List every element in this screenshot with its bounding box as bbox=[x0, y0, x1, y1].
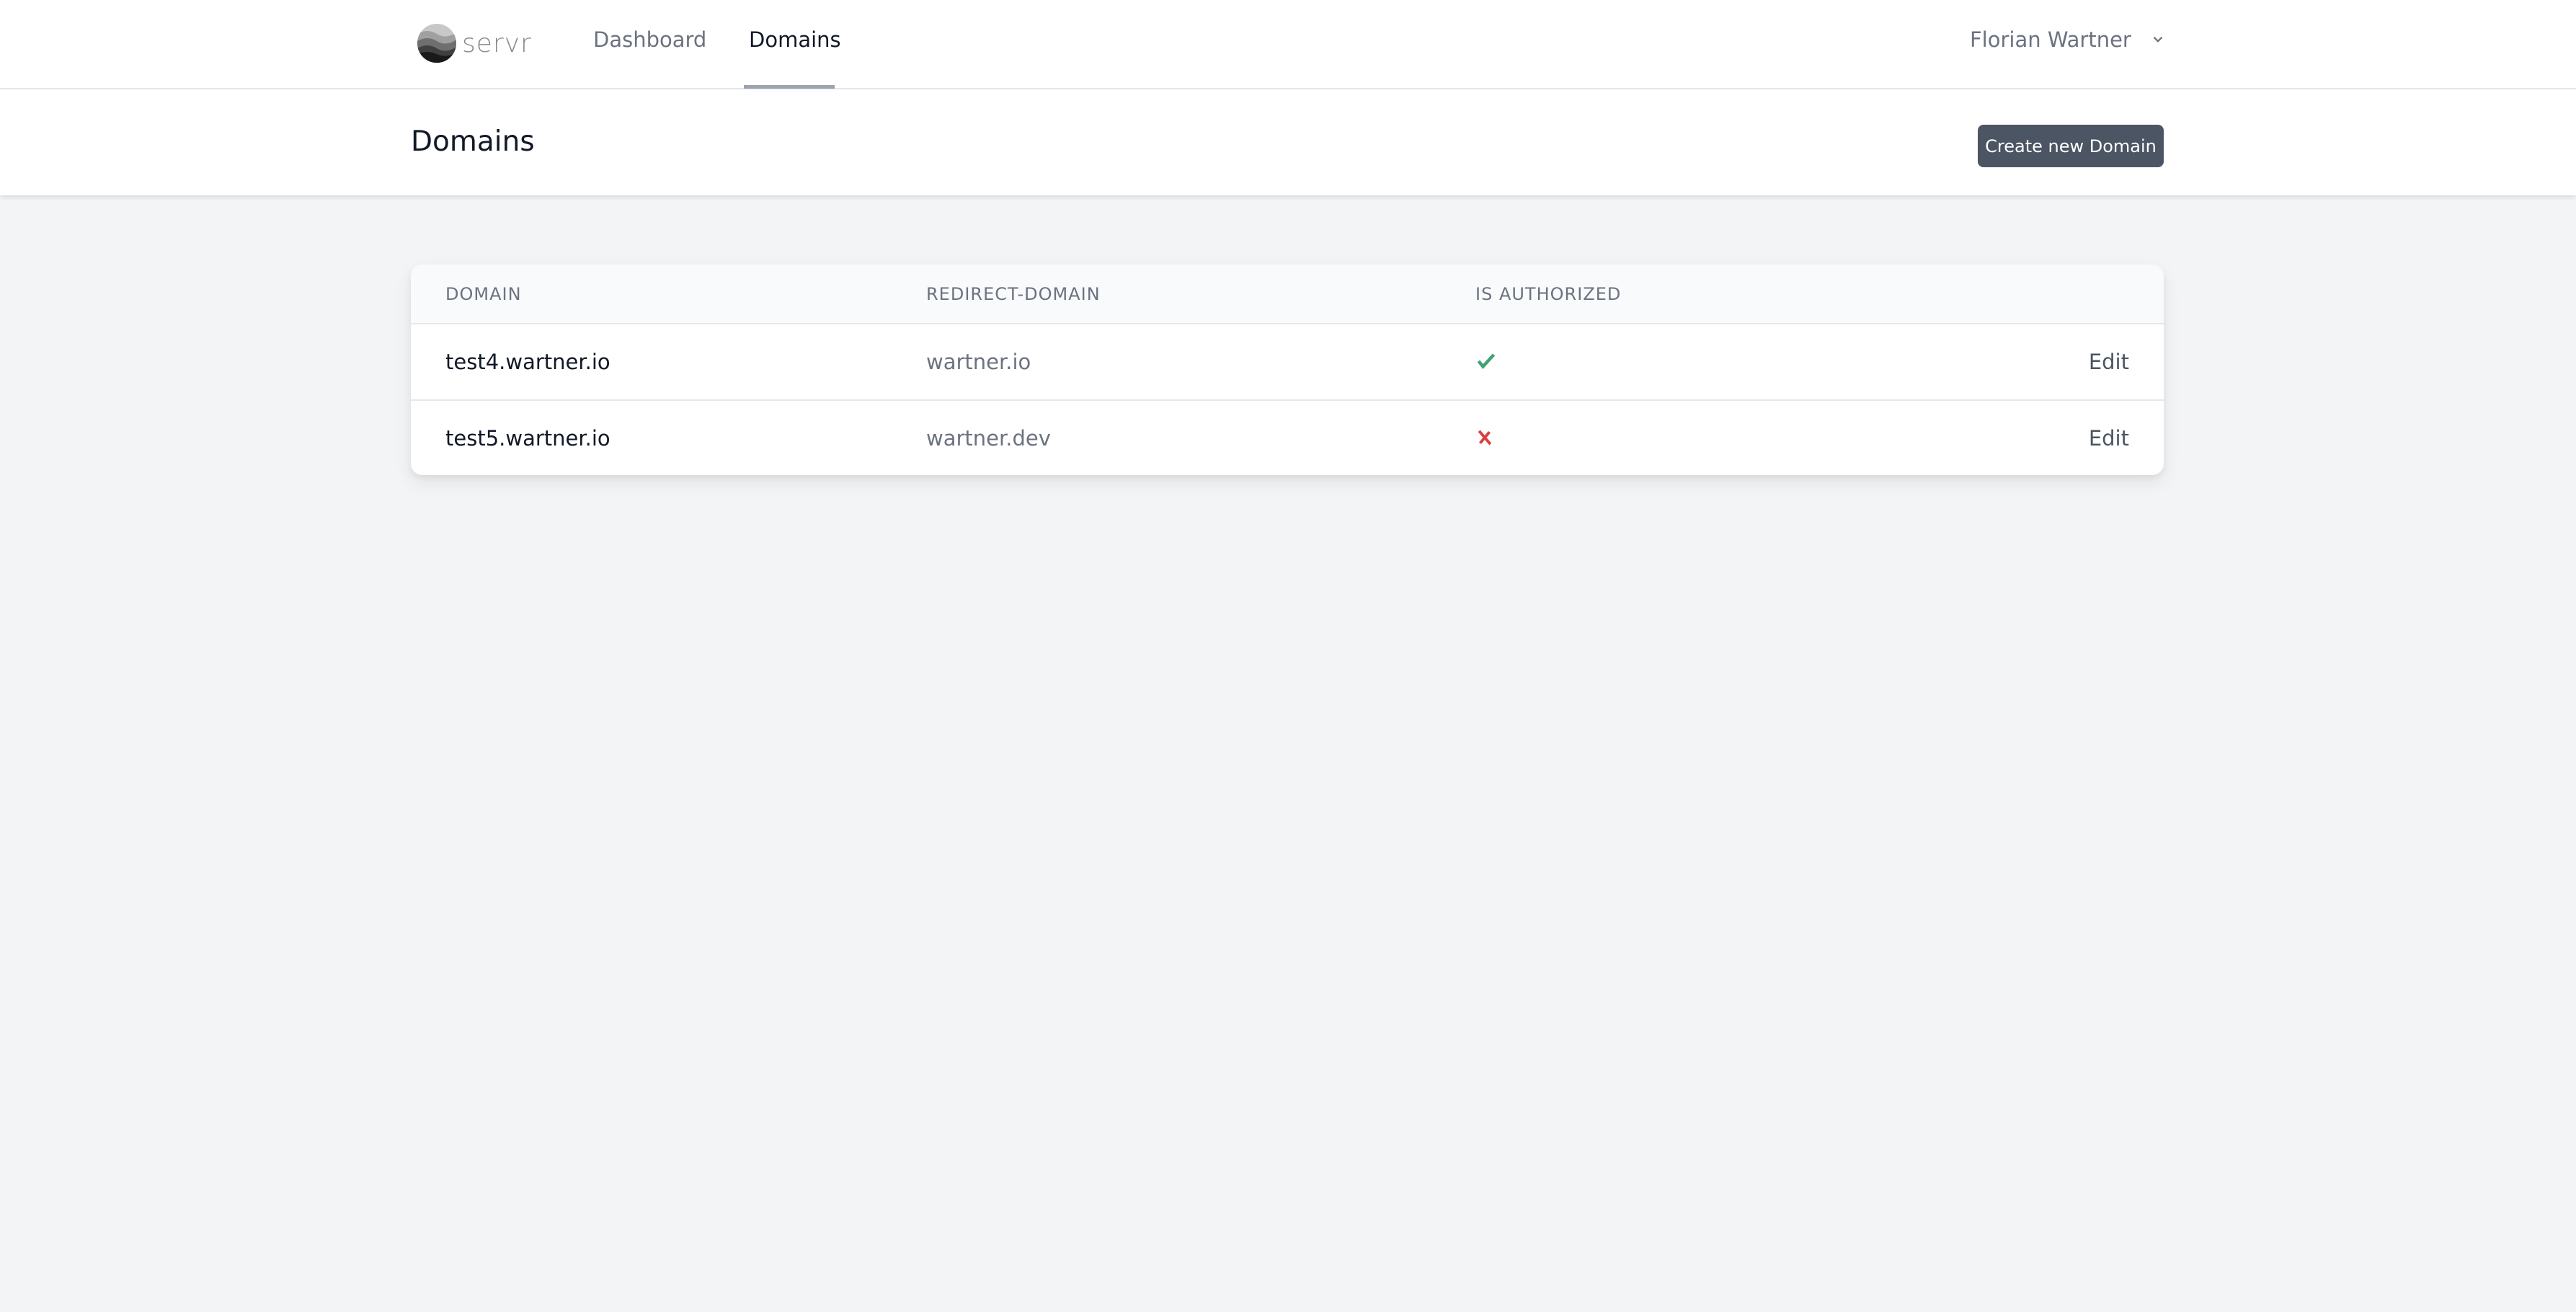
check-icon bbox=[1477, 353, 1496, 369]
domains-table: DOMAIN REDIRECT-DOMAIN IS AUTHORIZED tes… bbox=[411, 265, 2164, 475]
nav-link-domains[interactable]: Domains bbox=[749, 27, 841, 52]
edit-link[interactable]: Edit bbox=[2088, 426, 2129, 451]
logo-text: servr bbox=[462, 28, 532, 58]
page-title: Domains bbox=[411, 125, 535, 158]
table-row: test4.wartner.io wartner.io Edit bbox=[411, 324, 2164, 401]
column-header-domain: DOMAIN bbox=[445, 284, 522, 304]
nav-link-dashboard[interactable]: Dashboard bbox=[593, 27, 707, 52]
domain-cell: test4.wartner.io bbox=[445, 350, 610, 374]
page-header: Domains Create new Domain bbox=[0, 89, 2576, 195]
active-tab-indicator bbox=[744, 85, 835, 89]
user-name: Florian Wartner bbox=[1970, 27, 2131, 52]
redirect-cell: wartner.io bbox=[926, 350, 1031, 374]
cross-icon bbox=[1478, 430, 1492, 446]
chevron-down-icon bbox=[2153, 36, 2163, 43]
top-navbar: servr Dashboard Domains Florian Wartner bbox=[0, 0, 2576, 89]
user-menu[interactable]: Florian Wartner bbox=[1970, 27, 2166, 52]
domain-cell: test5.wartner.io bbox=[445, 426, 610, 451]
logo[interactable]: servr bbox=[417, 24, 532, 63]
edit-link[interactable]: Edit bbox=[2088, 350, 2129, 374]
redirect-cell: wartner.dev bbox=[926, 426, 1051, 451]
table-row: test5.wartner.io wartner.dev Edit bbox=[411, 401, 2164, 475]
column-header-redirect-domain: REDIRECT-DOMAIN bbox=[926, 284, 1101, 304]
create-domain-button[interactable]: Create new Domain bbox=[1978, 125, 2164, 167]
column-header-is-authorized: IS AUTHORIZED bbox=[1475, 284, 1622, 304]
table-header: DOMAIN REDIRECT-DOMAIN IS AUTHORIZED bbox=[411, 265, 2164, 324]
logo-icon bbox=[417, 24, 456, 63]
